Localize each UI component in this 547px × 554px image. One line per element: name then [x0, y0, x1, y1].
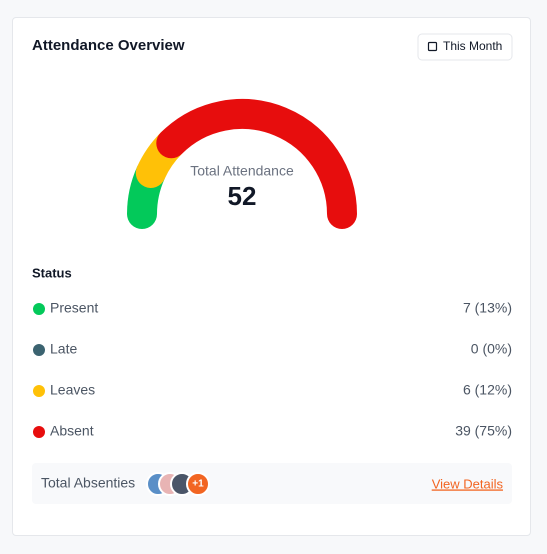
status-value: 0 (0%) [471, 341, 512, 357]
status-name: Absent [50, 423, 94, 439]
more-count: +1 [192, 479, 204, 490]
status-value: 39 (75%) [455, 423, 512, 439]
title: Attendance Overview [32, 37, 185, 54]
gauge [127, 99, 357, 229]
status-name: Present [50, 300, 98, 316]
status-name: Leaves [50, 382, 95, 398]
status-value: 6 (12%) [463, 382, 512, 398]
status-dot [33, 303, 45, 315]
button-label[interactable]: This Month [443, 39, 502, 53]
status-title: Status [32, 265, 72, 280]
month-button[interactable]: This Month [417, 33, 513, 61]
button-box[interactable] [417, 33, 513, 61]
status-dot [33, 426, 45, 438]
status-value: 7 (13%) [463, 300, 512, 316]
footer-label: Total Absenties [41, 475, 135, 491]
status-name: Late [50, 341, 77, 357]
calendar-icon [427, 41, 438, 52]
status-list: Present 7 (13%) Late 0 (0%) Leaves 6 (12%) Abs… [33, 300, 512, 439]
gauge-segment [156, 99, 357, 229]
gauge-total: 52 [228, 181, 257, 211]
status-dot [33, 385, 45, 397]
view-details-link[interactable]: View Details [432, 476, 504, 491]
status-dot [33, 344, 45, 356]
gauge-label: Total Attendance [190, 163, 294, 179]
more-badge [186, 472, 210, 496]
